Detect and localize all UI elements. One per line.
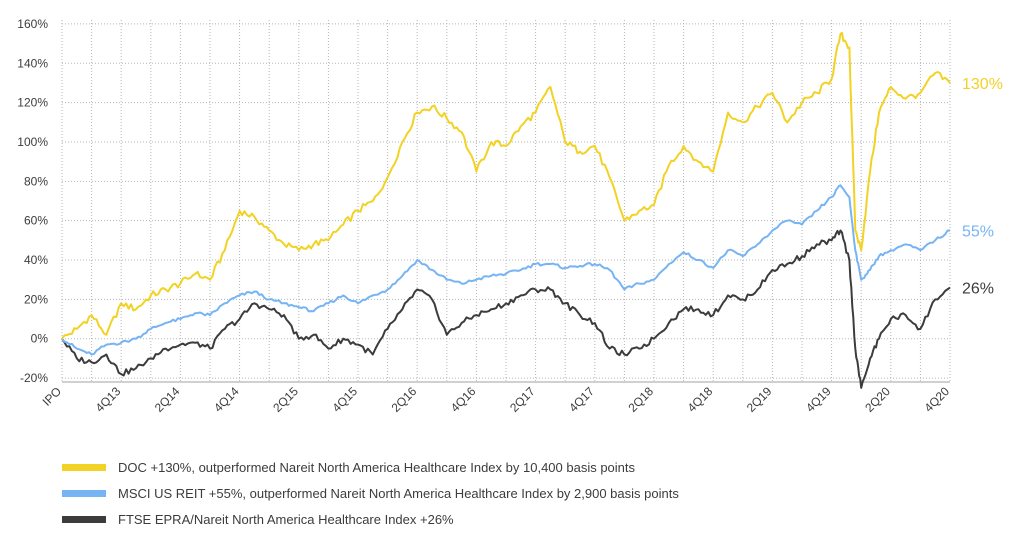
y-tick-label: 160% (17, 17, 48, 31)
x-tick-label: 2Q16 (389, 384, 420, 415)
y-tick-label: 40% (24, 253, 48, 267)
legend-swatch-doc (62, 463, 106, 471)
legend-label-ftse: FTSE EPRA/Nareit North America Healthcar… (118, 511, 454, 527)
legend-label-msci: MSCI US REIT +55%, outperformed Nareit N… (118, 485, 679, 501)
x-tick-label: 2Q17 (507, 384, 538, 415)
legend-item-msci: MSCI US REIT +55%, outperformed Nareit N… (62, 480, 679, 506)
x-tick-label: IPO (40, 384, 65, 409)
x-tick-label: 2Q20 (862, 384, 893, 415)
series-line-0 (61, 31, 951, 340)
x-tick-label: 2Q18 (625, 384, 656, 415)
x-tick-label: 2Q15 (270, 384, 301, 415)
x-tick-label: 2Q14 (152, 384, 183, 415)
y-tick-label: 140% (17, 56, 48, 70)
y-tick-label: 20% (24, 292, 48, 306)
legend: DOC +130%, outperformed Nareit North Ame… (62, 454, 679, 532)
series-end-label: 55% (962, 224, 994, 241)
series-end-label: 130% (962, 76, 1003, 93)
y-tick-label: -20% (20, 371, 48, 385)
legend-swatch-msci (62, 489, 106, 497)
x-tick-label: 4Q15 (329, 384, 360, 415)
series-end-label: 26% (962, 281, 994, 298)
x-tick-label: 4Q20 (921, 384, 952, 415)
x-tick-label: 4Q16 (448, 384, 479, 415)
y-tick-label: 100% (17, 135, 48, 149)
x-tick-label: 4Q19 (803, 384, 834, 415)
y-tick-label: 80% (24, 174, 48, 188)
legend-swatch-ftse (62, 515, 106, 523)
y-tick-label: 60% (24, 214, 48, 228)
y-tick-label: 0% (31, 332, 49, 346)
x-tick-label: 4Q14 (211, 384, 242, 415)
y-tick-label: 120% (17, 96, 48, 110)
legend-item-ftse: FTSE EPRA/Nareit North America Healthcar… (62, 506, 679, 532)
series-line-2 (61, 229, 951, 389)
series-line-1 (61, 184, 951, 356)
x-tick-label: 4Q17 (566, 384, 597, 415)
x-tick-label: 2Q19 (744, 384, 775, 415)
legend-item-doc: DOC +130%, outperformed Nareit North Ame… (62, 454, 679, 480)
x-tick-label: 4Q13 (93, 384, 124, 415)
legend-label-doc: DOC +130%, outperformed Nareit North Ame… (118, 459, 636, 475)
x-tick-label: 4Q18 (685, 384, 716, 415)
